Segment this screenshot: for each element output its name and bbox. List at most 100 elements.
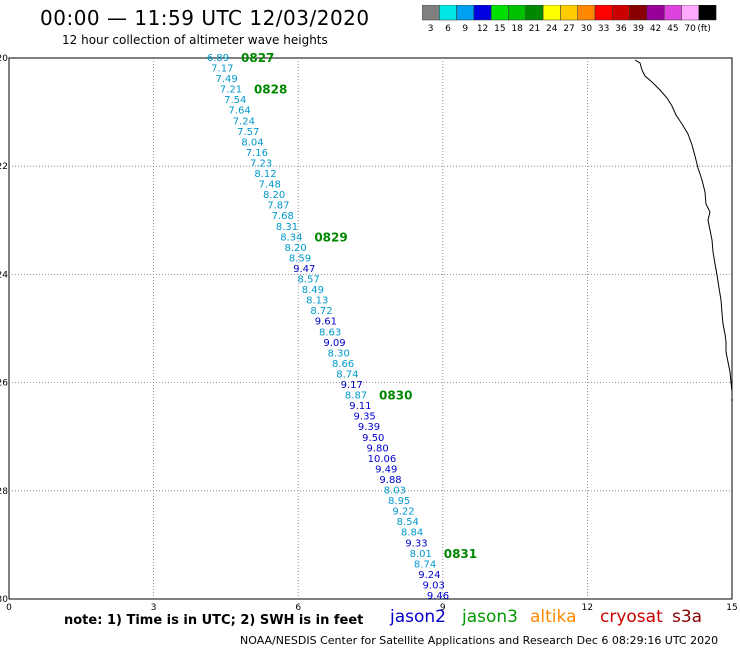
legend-tick-label: 9 xyxy=(462,24,468,34)
wave-height-label: 9.80 xyxy=(366,443,388,454)
longitude-tick-label: 15 xyxy=(726,603,737,612)
wave-height-label: 9.11 xyxy=(349,401,371,412)
wave-height-label: 7.23 xyxy=(250,158,272,169)
wave-height-label: 8.84 xyxy=(401,528,423,539)
color-scale-legend: 3 6 9 12 15 18 21 24 27 30 33 36 39 42 45 70 (ft) xyxy=(422,5,717,34)
wave-height-label: 9.50 xyxy=(362,433,384,444)
wave-height-label: 8.66 xyxy=(332,359,354,370)
latitude-tick-label: -28 xyxy=(0,487,8,497)
pass-time-label: 0827 xyxy=(241,51,274,65)
wave-height-label: 10.06 xyxy=(368,454,397,465)
legend-tick-label: 30 xyxy=(581,24,593,34)
legend-tick-label: 21 xyxy=(529,24,540,34)
wave-height-label: 9.61 xyxy=(315,317,337,328)
wave-height-label: 9.17 xyxy=(341,380,363,391)
longitude-tick-label: 6 xyxy=(295,603,301,612)
wave-height-label: 8.34 xyxy=(280,232,302,243)
pass-time-label: 0829 xyxy=(314,230,347,244)
wave-height-label: 9.22 xyxy=(392,507,414,518)
latitude-tick-label: -30 xyxy=(0,595,8,605)
legend-swatch xyxy=(698,5,717,21)
legend-tick-label: 70 xyxy=(684,24,696,34)
wave-height-label: 8.74 xyxy=(336,369,358,380)
pass-time-label: 0830 xyxy=(379,389,412,403)
legend-tick-label: 33 xyxy=(598,24,609,34)
wave-height-label: 8.74 xyxy=(414,559,436,570)
latitude-tick-label: -20 xyxy=(0,54,8,64)
latitude-tick-label: -26 xyxy=(0,379,8,389)
legend-tick-label: 24 xyxy=(546,24,558,34)
wave-height-label: 9.24 xyxy=(418,570,440,581)
wave-height-label: 8.30 xyxy=(328,348,350,359)
page-title: 00:00 — 11:59 UTC 12/03/2020 xyxy=(40,6,370,30)
footer-credit: NOAA/NESDIS Center for Satellite Applica… xyxy=(240,634,719,647)
wave-height-label: 9.03 xyxy=(423,580,445,591)
legend-tick-label: 36 xyxy=(615,24,627,34)
wave-height-map: 03691215-20-22-24-26-28-306.897.177.497.… xyxy=(0,51,738,612)
satellite-legend-jason3: jason3 xyxy=(462,607,518,627)
wave-height-label: 9.39 xyxy=(358,422,380,433)
wave-height-label: 8.12 xyxy=(254,169,276,180)
wave-height-label: 7.21 xyxy=(220,85,242,96)
wave-height-label: 7.24 xyxy=(233,116,255,127)
legend-tick-label: 27 xyxy=(563,24,574,34)
longitude-tick-label: 12 xyxy=(582,603,593,612)
legend-tick-label: 12 xyxy=(477,24,488,34)
legend-tick-label: 45 xyxy=(667,24,678,34)
satellite-legend-cryosat: cryosat xyxy=(600,607,663,627)
pass-time-label: 0828 xyxy=(254,83,287,97)
longitude-tick-label: 3 xyxy=(151,603,157,612)
wave-height-label: 8.54 xyxy=(397,517,419,528)
page-subtitle: 12 hour collection of altimeter wave hei… xyxy=(62,33,328,47)
latitude-tick-label: -24 xyxy=(0,270,8,280)
legend-tick-label: 6 xyxy=(445,24,451,34)
wave-height-label: 9.46 xyxy=(427,591,449,602)
wave-height-label: 9.35 xyxy=(354,412,376,423)
legend-tick-label: 15 xyxy=(494,24,505,34)
longitude-tick-label: 9 xyxy=(440,603,446,612)
wave-height-label: 9.47 xyxy=(293,264,315,275)
wave-height-label: 8.49 xyxy=(302,285,324,296)
legend-tick-label: 18 xyxy=(511,24,523,34)
wave-height-label: 8.01 xyxy=(410,549,432,560)
satellite-legend-jason2: jason2 xyxy=(390,607,446,627)
wave-height-label: 8.87 xyxy=(345,391,367,402)
wave-height-label: 8.20 xyxy=(263,190,285,201)
latitude-tick-label: -22 xyxy=(0,162,8,172)
wave-height-label: 9.49 xyxy=(375,464,397,475)
wave-height-label: 7.57 xyxy=(237,127,259,138)
coastline xyxy=(634,59,733,401)
satellite-legend-altika: altika xyxy=(530,607,577,627)
wave-height-label: 8.03 xyxy=(384,486,406,497)
wave-height-label: 7.16 xyxy=(246,148,268,159)
wave-height-label: 9.09 xyxy=(323,338,345,349)
legend-tick-label: 3 xyxy=(428,24,434,34)
wave-height-label: 8.72 xyxy=(310,306,332,317)
wave-height-label: 7.64 xyxy=(228,106,250,117)
wave-height-label: 9.33 xyxy=(405,538,427,549)
wave-height-label: 7.68 xyxy=(272,211,294,222)
legend-unit: (ft) xyxy=(697,24,711,34)
wave-height-label: 8.31 xyxy=(276,222,298,233)
pass-time-label: 0831 xyxy=(444,547,477,561)
map-frame xyxy=(8,57,733,600)
wave-height-label: 9.88 xyxy=(379,475,401,486)
satellite-legend-s3a: s3a xyxy=(672,607,703,627)
wave-height-label: 7.87 xyxy=(267,201,289,212)
longitude-tick-label: 0 xyxy=(6,603,12,612)
wave-height-label: 8.13 xyxy=(306,296,328,307)
wave-height-label: 8.95 xyxy=(388,496,410,507)
wave-height-label: 6.89 xyxy=(207,53,229,64)
wave-height-label: 7.49 xyxy=(215,74,237,85)
wave-height-label: 8.04 xyxy=(241,137,263,148)
wave-height-label: 7.17 xyxy=(211,64,233,75)
wave-height-label: 7.48 xyxy=(259,180,281,191)
legend-tick-label: 42 xyxy=(650,24,661,34)
note-text: note: 1) Time is in UTC; 2) SWH is in fe… xyxy=(64,613,364,628)
wave-height-label: 8.63 xyxy=(319,327,341,338)
wave-height-label: 7.54 xyxy=(224,95,246,106)
legend-tick-label: 39 xyxy=(633,24,645,34)
wave-height-label: 8.20 xyxy=(285,243,307,254)
wave-height-label: 8.57 xyxy=(297,275,319,286)
wave-height-label: 8.59 xyxy=(289,253,311,264)
